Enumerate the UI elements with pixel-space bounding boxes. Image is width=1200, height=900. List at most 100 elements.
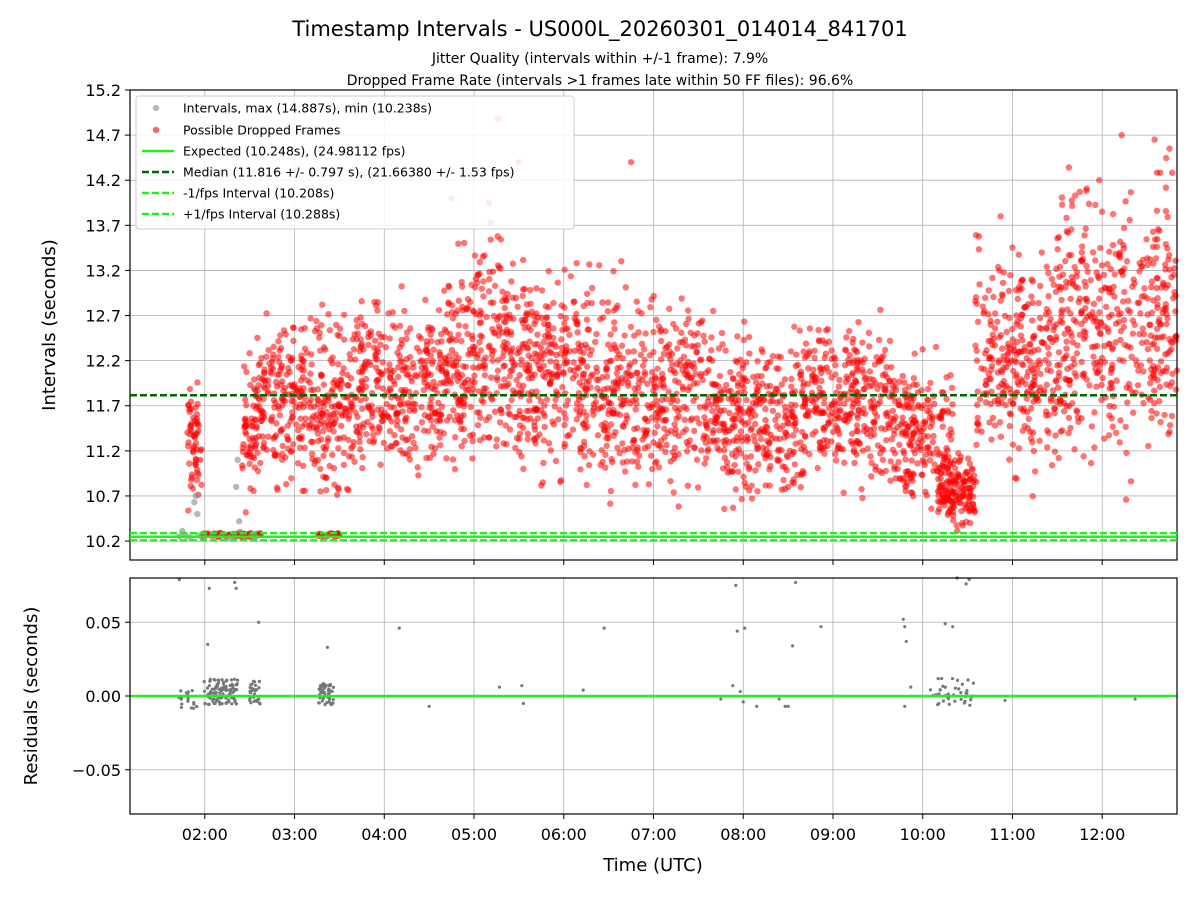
dropped-frame-point [714,437,721,444]
dropped-frame-point [994,318,1001,325]
dropped-frame-point [550,421,558,428]
interval-point [194,510,201,518]
dropped-frame-point [573,416,580,423]
dropped-frame-point [613,370,621,377]
x-tick-label: 06:00 [541,825,587,844]
dropped-frame-point [972,297,979,305]
residual-point [251,679,256,683]
dropped-frame-point [1109,241,1117,249]
dropped-frame-point [373,356,381,363]
dropped-frame-point [470,346,477,354]
dropped-frame-point [947,479,955,486]
residual-point [735,629,739,633]
dropped-frame-point [274,371,281,378]
dropped-frame-point [911,449,919,457]
dropped-frame-point [690,444,698,451]
dropped-frame-point [964,455,972,462]
dropped-frame-point [709,307,717,315]
dropped-frame-point [1029,299,1036,306]
dropped-frame-point [1061,354,1069,361]
dropped-frame-point [428,395,435,402]
dropped-frame-point [937,469,944,477]
dropped-frame-point [661,434,668,441]
dropped-frame-point [279,442,286,450]
dropped-frame-point [789,432,797,439]
dropped-frame-point [1169,370,1176,378]
dropped-frame-point [639,436,646,443]
dropped-frame-point [665,388,672,396]
dropped-frame-point [495,264,503,271]
dropped-frame-point [822,423,829,431]
dropped-frame-point [880,352,887,359]
residual-point [521,701,525,705]
dropped-frame-point [1098,262,1106,269]
dropped-frame-point [396,322,404,330]
dropped-frame-point [570,298,577,306]
dropped-frame-point [650,348,657,356]
dropped-frame-point [521,285,528,293]
dropped-frame-point [476,258,483,266]
dropped-frame-point [766,466,773,473]
dropped-frame-point [1151,399,1158,407]
dropped-frame-point [562,343,570,350]
dropped-frame-point [718,329,726,337]
dropped-frame-point [540,459,547,467]
dropped-frame-point [1154,376,1161,384]
dropped-frame-point [985,370,992,378]
dropped-frame-point [313,416,321,424]
dropped-frame-point [239,448,247,456]
dropped-frame-point [1109,423,1117,431]
dropped-frame-point [877,306,884,314]
dropped-frame-point [1075,418,1082,425]
dropped-frame-point [630,348,638,355]
dropped-frame-point [806,325,814,332]
residual-point [233,580,237,585]
dropped-frame-point [351,458,358,465]
dropped-frame-point [418,418,426,426]
dropped-frame-point [590,451,597,458]
dropped-frame-point [822,340,829,347]
dropped-frame-point [778,486,786,493]
residual-point [249,683,253,687]
dropped-frame-point [999,279,1007,287]
residual-point [216,678,221,682]
dropped-frame-point [717,420,725,427]
dropped-frame-point [299,462,307,470]
dropped-frame-point [625,348,632,356]
dropped-frame-point [481,252,488,259]
dropped-frame-point [553,351,560,359]
dropped-frame-point [277,332,284,339]
bottom-y-tick-label: 0.00 [85,687,121,706]
dropped-frame-point [499,288,506,295]
dropped-frame-point [561,320,568,327]
dropped-frame-point [516,371,523,379]
dropped-frame-point [737,428,745,435]
dropped-frame-point [252,416,259,423]
dropped-frame-point [501,339,508,346]
dropped-frame-point [757,435,765,443]
residual-point [743,626,747,630]
dropped-frame-point [576,379,583,386]
dropped-frame-point [602,464,609,471]
dropped-frame-point [828,374,835,381]
dropped-frame-point [1036,314,1044,322]
dropped-frame-point [634,424,641,432]
dropped-frame-point [1059,271,1067,278]
interval-point [234,456,241,464]
dropped-frame-point [1130,276,1137,283]
dropped-frame-point [995,400,1002,407]
dropped-frame-point [540,338,547,346]
dropped-frame-point [846,351,853,359]
dropped-frame-point [1003,328,1010,336]
dropped-frame-point [533,388,540,395]
dropped-frame-point [756,429,763,437]
dropped-frame-point [186,460,193,467]
dropped-frame-point [966,492,973,500]
dropped-frame-point [1149,243,1157,251]
dropped-frame-point [1093,383,1100,390]
dropped-frame-point [620,400,628,408]
dropped-frame-point [1117,310,1124,317]
dropped-frame-point [868,473,875,480]
interval-point [235,518,243,525]
dropped-frame-point [1058,201,1066,208]
